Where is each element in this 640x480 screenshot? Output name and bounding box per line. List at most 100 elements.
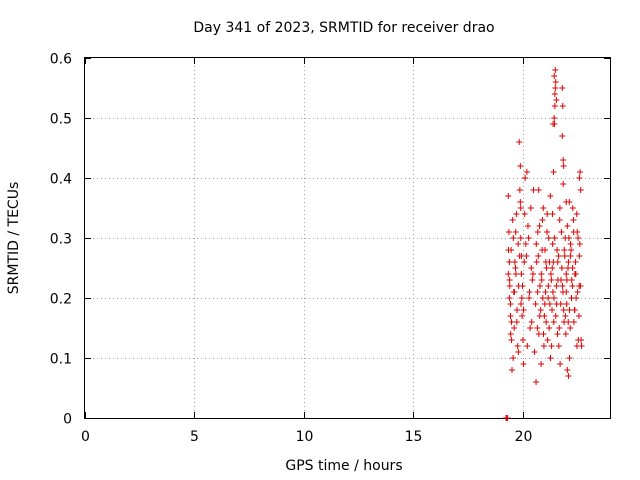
data-point — [535, 253, 542, 259]
data-point — [540, 343, 547, 349]
data-point — [555, 343, 562, 349]
x-tick-label: 5 — [190, 429, 199, 445]
data-point — [512, 271, 519, 277]
data-point — [511, 289, 518, 295]
data-point — [505, 193, 512, 199]
data-point — [517, 301, 524, 307]
data-point — [576, 175, 583, 181]
data-point — [547, 271, 554, 277]
data-point — [526, 295, 533, 301]
data-point — [563, 199, 570, 205]
data-point — [521, 211, 528, 217]
data-point — [553, 283, 560, 289]
data-point — [573, 211, 580, 217]
data-point — [545, 283, 552, 289]
data-point — [550, 319, 557, 325]
data-point — [516, 187, 523, 193]
data-point — [569, 265, 576, 271]
data-point — [567, 325, 574, 331]
data-point — [552, 67, 559, 73]
y-tick-label: 0.4 — [50, 172, 72, 188]
data-point — [516, 139, 523, 145]
data-point — [511, 259, 518, 265]
data-point — [554, 247, 561, 253]
y-tick-label: 0.3 — [50, 232, 72, 248]
data-point — [545, 295, 552, 301]
data-point — [549, 307, 556, 313]
data-point — [547, 193, 554, 199]
data-point — [545, 235, 552, 241]
data-point — [558, 277, 564, 283]
data-point — [514, 307, 521, 313]
y-tick-label: 0.1 — [50, 352, 72, 368]
y-tick-label: 0.2 — [50, 292, 72, 308]
data-point — [567, 241, 574, 247]
data-point — [527, 205, 534, 211]
data-point — [574, 289, 581, 295]
data-point — [570, 229, 577, 235]
data-point — [551, 121, 558, 127]
data-point — [543, 319, 550, 325]
data-point — [521, 259, 528, 265]
data-point — [507, 301, 514, 307]
data-point — [553, 97, 560, 103]
data-point — [566, 355, 573, 361]
data-point — [549, 289, 556, 295]
data-point — [533, 241, 540, 247]
data-point — [558, 229, 565, 235]
data-point — [563, 271, 570, 277]
data-point — [562, 331, 569, 337]
data-point — [569, 205, 576, 211]
data-point — [536, 313, 543, 319]
data-point — [559, 283, 566, 289]
data-point — [546, 301, 553, 307]
data-point — [570, 217, 577, 223]
data-point — [563, 301, 570, 307]
data-point — [550, 169, 557, 175]
data-point — [505, 271, 512, 277]
data-point — [553, 301, 560, 307]
data-point — [506, 259, 513, 265]
data-point — [533, 379, 540, 385]
data-point — [546, 325, 553, 331]
data-point — [536, 223, 543, 229]
data-point — [519, 313, 526, 319]
data-point — [537, 307, 544, 313]
data-point — [515, 241, 522, 247]
data-point — [523, 253, 530, 259]
data-point — [565, 235, 572, 241]
x-tick-label: 15 — [405, 429, 423, 445]
data-point — [516, 253, 523, 259]
data-point — [559, 85, 566, 91]
data-point — [531, 349, 538, 355]
data-point — [541, 301, 548, 307]
data-point — [518, 295, 525, 301]
data-point — [565, 319, 572, 325]
data-point — [575, 235, 582, 241]
points-layer — [503, 67, 585, 421]
data-point — [511, 325, 518, 331]
data-point — [556, 217, 563, 223]
data-point — [540, 331, 547, 337]
data-point — [539, 295, 546, 301]
data-point — [578, 343, 585, 349]
data-point — [562, 313, 569, 319]
data-point — [520, 361, 527, 367]
data-point — [520, 307, 527, 313]
data-point — [540, 205, 547, 211]
data-point — [537, 283, 543, 289]
data-point — [518, 271, 525, 277]
data-point — [517, 199, 524, 205]
data-point — [551, 91, 558, 97]
data-point — [542, 289, 549, 295]
data-point — [571, 307, 578, 313]
data-point — [544, 229, 550, 235]
data-point — [549, 265, 556, 271]
data-point — [575, 313, 582, 319]
data-point — [533, 259, 540, 265]
data-point — [507, 313, 514, 319]
data-point — [565, 259, 572, 265]
data-point — [564, 367, 571, 373]
data-point — [566, 307, 573, 313]
data-point — [561, 247, 568, 253]
